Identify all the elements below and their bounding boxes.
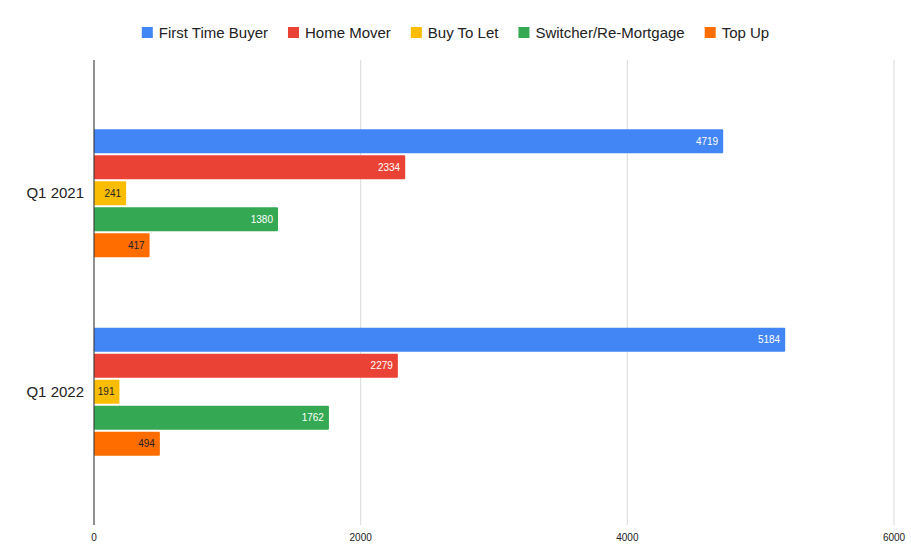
data-label: 5184 (758, 334, 781, 345)
data-label: 2334 (378, 162, 401, 173)
category-label: Q1 2022 (26, 383, 84, 400)
bars (94, 129, 785, 456)
bar (94, 328, 785, 352)
legend-label: Top Up (722, 24, 770, 41)
tick-label: 0 (91, 532, 97, 543)
grid-line (94, 60, 95, 525)
bar (94, 380, 119, 404)
bar (94, 406, 329, 430)
legend-swatch (411, 27, 422, 38)
legend-label: Switcher/Re-Mortgage (535, 24, 684, 41)
category-label: Q1 2021 (26, 184, 84, 201)
bar (94, 432, 160, 456)
bar (94, 181, 126, 205)
chart: 0 2000 4000 6000 Q1 2021 Q1 2022 4719 2334 241 13… (0, 0, 911, 553)
data-label: 241 (104, 188, 121, 199)
tick-label: 6000 (883, 532, 906, 543)
data-label: 417 (128, 240, 145, 251)
bar (94, 155, 405, 179)
bar (94, 233, 150, 257)
bar (94, 354, 398, 378)
data-labels: 4719 2334 241 1380 417 5184 2279 191 1762 494 (98, 136, 781, 450)
bar (94, 207, 278, 231)
data-label: 1762 (302, 412, 325, 423)
legend-swatch (288, 27, 299, 38)
legend-swatch (518, 27, 529, 38)
data-label: 191 (98, 386, 115, 397)
grid-line (894, 60, 895, 525)
legend: First Time Buyer Home Mover Buy To Let Swit… (142, 24, 769, 41)
data-label: 4719 (696, 136, 719, 147)
legend-label: Buy To Let (428, 24, 499, 41)
legend-swatch (705, 27, 716, 38)
legend-label: First Time Buyer (159, 24, 268, 41)
legend-label: Home Mover (305, 24, 391, 41)
tick-label: 4000 (616, 532, 639, 543)
data-label: 1380 (251, 214, 274, 225)
tick-label: 2000 (350, 532, 373, 543)
bar (94, 129, 723, 153)
data-label: 494 (138, 438, 155, 449)
legend-swatch (142, 27, 153, 38)
axis-line (94, 60, 95, 525)
data-label: 2279 (371, 360, 394, 371)
